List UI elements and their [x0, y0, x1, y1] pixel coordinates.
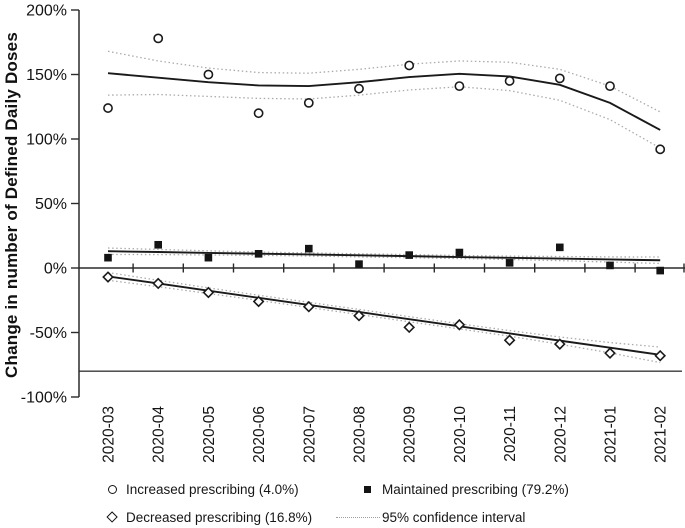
x-tick-label: 2020-07 — [301, 406, 318, 463]
open-circle-icon — [98, 484, 126, 494]
fit-line — [107, 72, 661, 131]
legend-item-decreased: Decreased prescribing (16.8%) — [98, 509, 312, 525]
data-point-increased — [454, 81, 465, 92]
legend-item-ci: 95% confidence interval — [334, 509, 525, 525]
data-point-decreased — [503, 334, 516, 347]
data-point-decreased — [102, 271, 114, 283]
x-tick-label: 2020-12 — [552, 406, 569, 463]
data-point-maintained — [656, 266, 664, 275]
dotted-line-icon — [334, 516, 382, 518]
data-point-decreased — [453, 318, 466, 331]
legend-label-maintained: Maintained prescribing (79.2%) — [382, 481, 569, 497]
data-point-maintained — [505, 259, 514, 267]
y-axis-title: Change in number of Defined Daily Doses — [2, 32, 21, 378]
x-tick-label: 2020-11 — [502, 406, 519, 462]
data-point-increased — [605, 81, 615, 92]
y-tick-label: 0% — [44, 261, 67, 278]
data-point-maintained — [556, 243, 564, 252]
data-point-decreased — [152, 277, 165, 290]
y-tick-label: 200% — [26, 3, 67, 20]
legend-item-maintained: Maintained prescribing (79.2%) — [352, 481, 569, 497]
data-point-increased — [103, 103, 113, 113]
fit-line — [107, 250, 661, 262]
data-point-decreased — [353, 309, 365, 322]
y-tick-label: 150% — [26, 67, 67, 84]
data-point-increased — [554, 73, 565, 84]
data-point-increased — [253, 108, 264, 119]
data-point-increased — [354, 83, 364, 94]
data-point-decreased — [252, 295, 265, 308]
data-point-maintained — [154, 240, 162, 249]
ci-line — [107, 86, 661, 149]
legend-label-increased: Increased prescribing (4.0%) — [126, 481, 299, 497]
y-tick-label: 50% — [35, 196, 67, 213]
ci-line — [107, 279, 661, 364]
data-point-increased — [153, 33, 164, 44]
data-point-decreased — [553, 338, 566, 350]
data-point-maintained — [606, 261, 614, 270]
legend-label-decreased: Decreased prescribing (16.8%) — [126, 509, 313, 525]
x-tick-label: 2020-06 — [251, 406, 268, 463]
data-point-increased — [655, 144, 666, 155]
data-point-increased — [404, 60, 415, 71]
data-point-maintained — [405, 251, 413, 259]
x-tick-label: 2021-01 — [603, 406, 620, 463]
data-point-decreased — [403, 321, 416, 334]
y-tick-label: -100% — [21, 390, 67, 407]
legend-item-increased: Increased prescribing (4.0%) — [98, 481, 299, 497]
ci-line — [107, 247, 661, 258]
data-point-decreased — [202, 286, 215, 299]
data-point-maintained — [305, 244, 313, 253]
filled-square-icon — [352, 485, 382, 493]
x-tick-label: 2021-02 — [653, 406, 670, 463]
x-tick-label: 2020-09 — [402, 406, 419, 463]
data-point-decreased — [302, 300, 315, 313]
plot-area: 200% 150% 100% 50% 0% -50% -100% 2020-03 2020-04… — [21, 3, 685, 463]
data-point-maintained — [204, 253, 213, 262]
fit-line — [107, 275, 661, 356]
data-point-decreased — [604, 347, 616, 359]
x-tick-label: 2020-10 — [452, 406, 469, 463]
x-tick-label: 2020-03 — [101, 406, 118, 463]
ci-line — [107, 253, 661, 265]
data-point-maintained — [254, 250, 263, 258]
y-tick-label: 100% — [26, 132, 67, 149]
y-tick-label: -50% — [30, 325, 67, 342]
legend-label-ci: 95% confidence interval — [382, 509, 526, 525]
data-point-increased — [504, 76, 515, 86]
data-point-increased — [303, 97, 314, 108]
data-point-maintained — [355, 260, 363, 268]
data-point-maintained — [455, 248, 464, 257]
x-tick-label: 2020-08 — [352, 406, 369, 463]
x-tick-label: 2020-04 — [151, 406, 168, 463]
data-point-decreased — [654, 349, 667, 362]
data-point-increased — [203, 69, 214, 80]
open-diamond-icon — [98, 511, 126, 523]
x-tick-label: 2020-05 — [201, 406, 218, 463]
ci-line — [107, 271, 661, 348]
data-point-maintained — [104, 253, 112, 262]
